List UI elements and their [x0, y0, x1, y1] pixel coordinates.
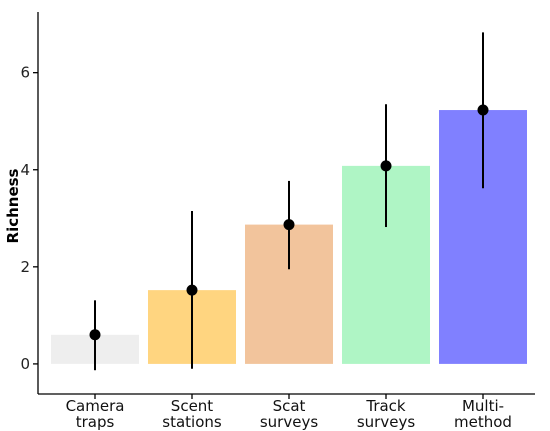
y-tick-label-2: 4: [20, 161, 30, 179]
mean-point-1: [186, 284, 198, 296]
y-ticks-layer: 0 2 4 6: [20, 64, 38, 373]
y-tick-label-1: 2: [20, 258, 30, 276]
x-labels-layer: Camera traps Scent stations Scat surveys Track…: [66, 394, 512, 431]
mean-point-4: [477, 104, 489, 116]
mean-point-3: [380, 160, 392, 172]
x-tick-label-1: Scent stations: [162, 397, 222, 431]
axes-layer: [37, 12, 535, 395]
y-axis-title: Richness: [4, 168, 22, 243]
mean-point-0: [89, 329, 101, 341]
x-tick-label-0: Camera traps: [66, 397, 125, 431]
y-tick-label-0: 0: [20, 355, 30, 373]
y-tick-label-3: 6: [20, 64, 30, 82]
points-layer: [89, 104, 489, 341]
x-tick-label-2: Scat surveys: [260, 397, 318, 431]
x-tick-label-4: Multi-method: [454, 397, 512, 431]
mean-point-2: [283, 219, 295, 231]
x-tick-label-3: Track surveys: [357, 397, 415, 431]
